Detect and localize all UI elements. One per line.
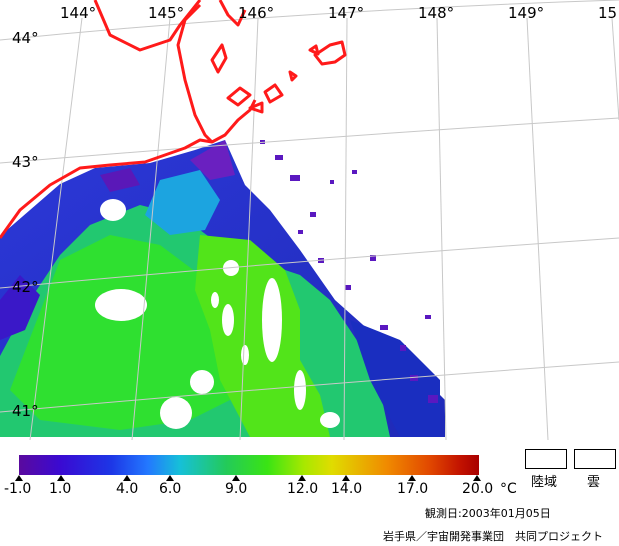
coordinate-labels: 144° 145° 146° 147° 148° 149° 15 44° 43°…: [12, 4, 617, 420]
colorbar-unit: °C: [500, 481, 517, 497]
colorbar-label: 1.0: [49, 481, 72, 497]
colorbar-label: 20.0: [462, 481, 494, 497]
colorbar-label: 12.0: [287, 481, 319, 497]
colorbar-label: 17.0: [397, 481, 429, 497]
graticule: [0, 0, 619, 440]
land-legend-label: 陸域: [531, 475, 558, 490]
colorbar-label: 4.0: [116, 481, 139, 497]
sst-map: 144° 145° 146° 147° 148° 149° 15 44° 43°…: [0, 0, 619, 440]
coastline: [0, 0, 347, 239]
lat-label-44: 44°: [12, 29, 39, 47]
lon-label-150: 15: [598, 4, 617, 22]
lat-label-43: 43°: [12, 153, 39, 171]
colorbar-tick: [123, 475, 131, 481]
credit-line: 岩手県／宇宙開発事業団 共同プロジェクト: [383, 530, 603, 543]
lon-label-149: 149°: [508, 4, 544, 22]
land-legend-swatch: [525, 449, 567, 469]
colorbar-tick: [298, 475, 306, 481]
lon-label-145: 145°: [148, 4, 184, 22]
colorbar-label: 14.0: [331, 481, 363, 497]
temperature-colorbar: [19, 455, 479, 475]
lon-label-146: 146°: [238, 4, 274, 22]
colorbar-tick: [473, 475, 481, 481]
observation-date: 観測日:2003年01月05日: [425, 507, 551, 520]
colorbar-tick: [408, 475, 416, 481]
lon-label-144: 144°: [60, 4, 96, 22]
colorbar-tick: [342, 475, 350, 481]
colorbar-tick: [232, 475, 240, 481]
cloud-legend-swatch: [574, 449, 616, 469]
lon-label-148: 148°: [418, 4, 454, 22]
cloud-masks: [95, 0, 619, 429]
lat-label-41: 41°: [12, 402, 39, 420]
colorbar-tick: [166, 475, 174, 481]
lat-label-42: 42°: [12, 278, 39, 296]
lon-label-147: 147°: [328, 4, 364, 22]
colorbar-tick: [57, 475, 65, 481]
colorbar-label: 9.0: [225, 481, 248, 497]
colorbar-tick: [15, 475, 23, 481]
colorbar-label: 6.0: [159, 481, 182, 497]
cloud-legend-label: 雲: [587, 475, 601, 490]
colorbar-label: -1.0: [4, 481, 32, 497]
